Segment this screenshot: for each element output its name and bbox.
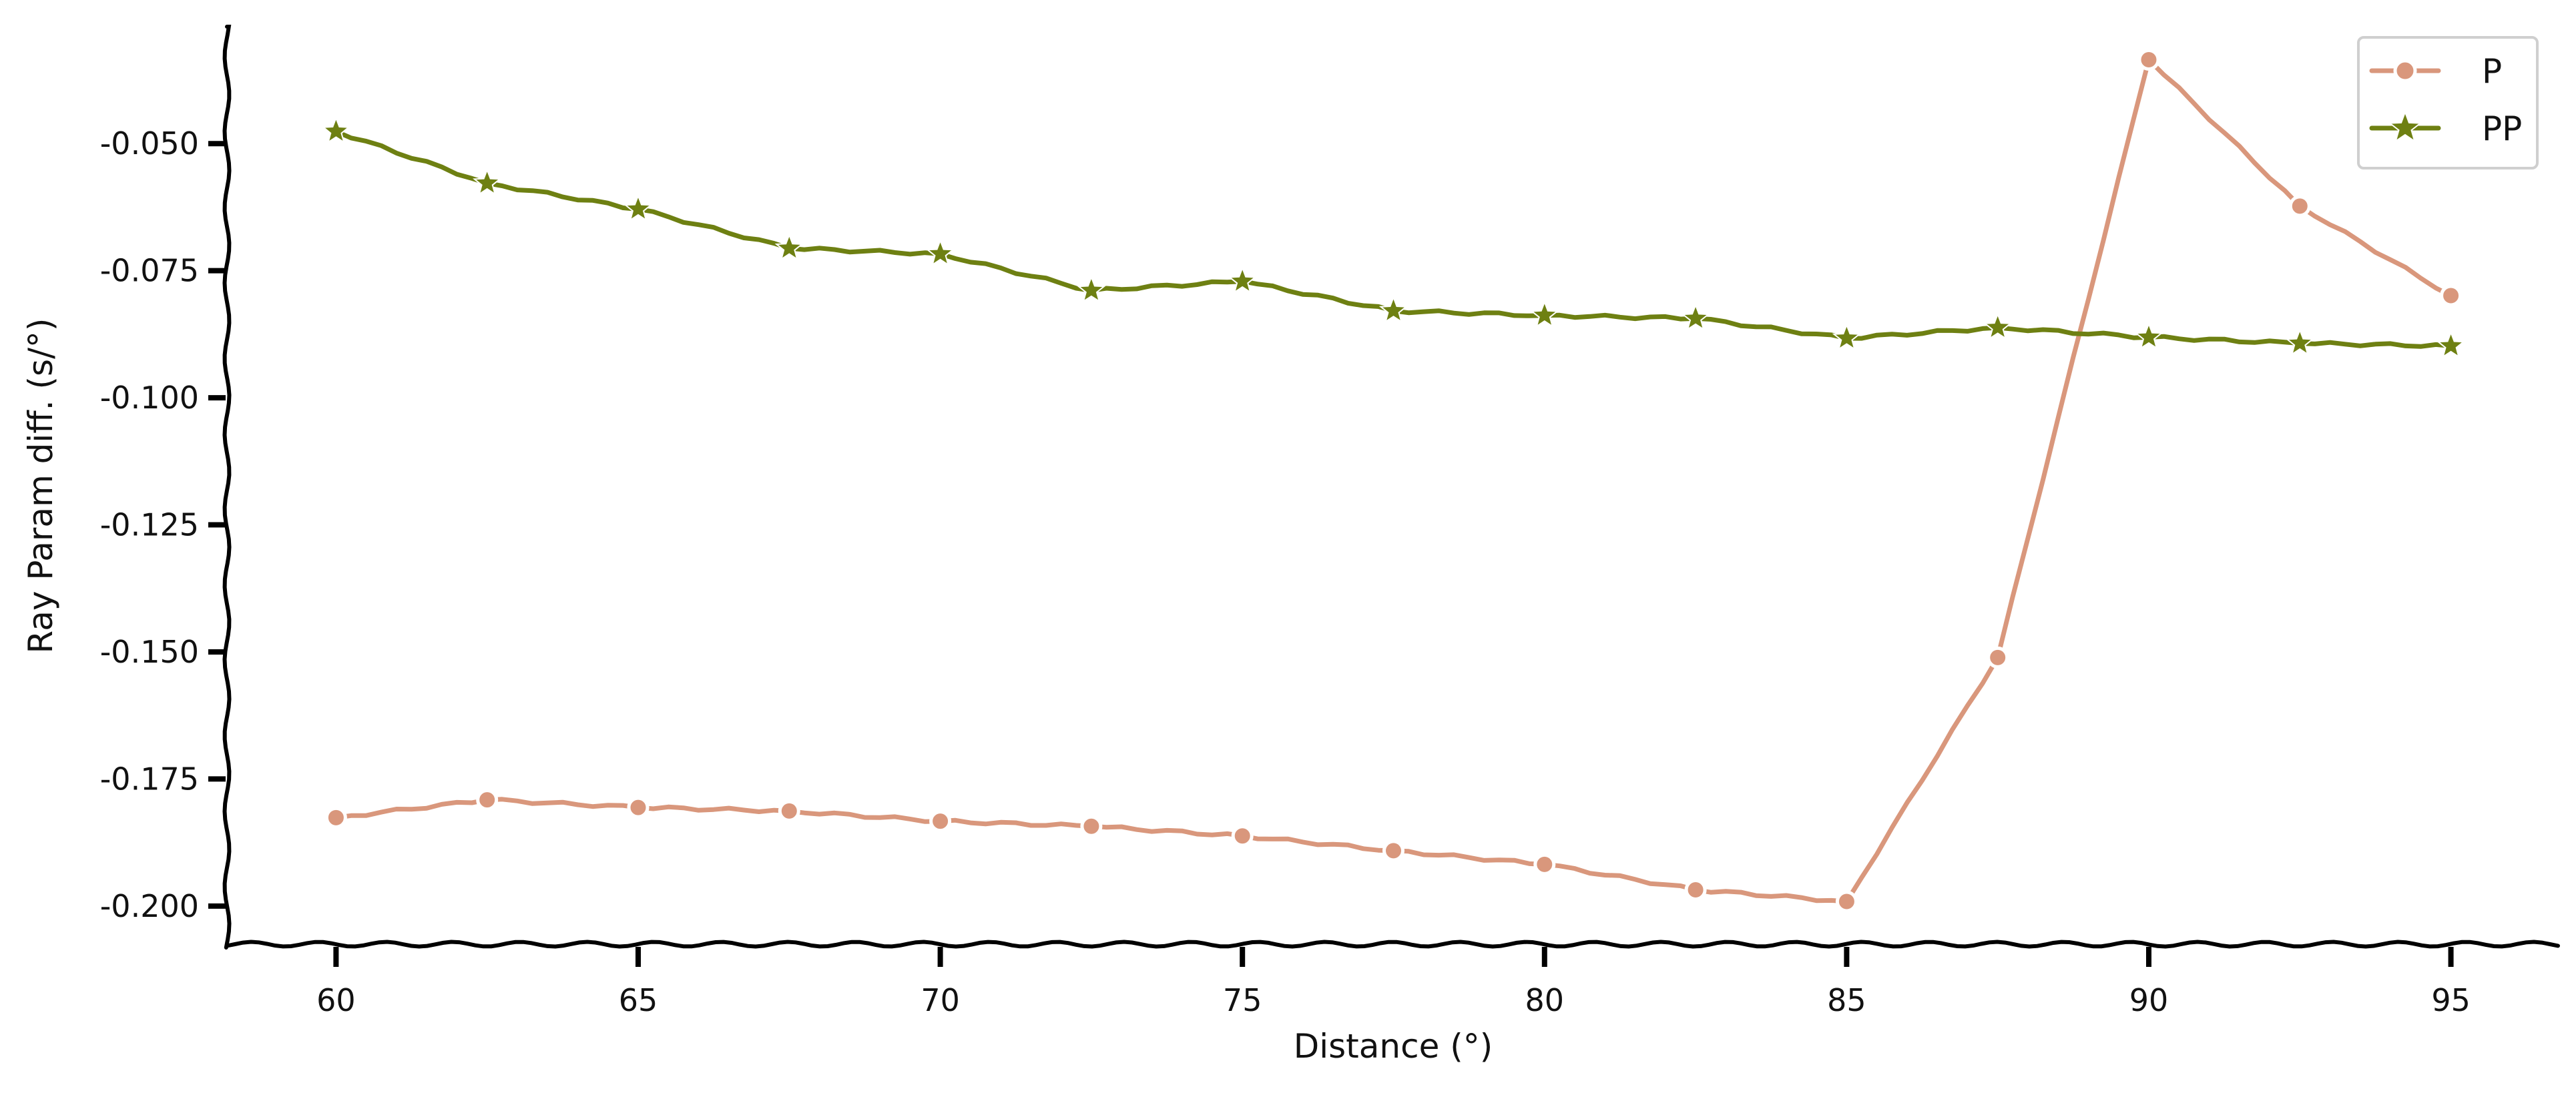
series-p-line xyxy=(333,57,2454,904)
y-tick-label: -0.150 xyxy=(100,634,199,670)
series-pp-point xyxy=(623,194,653,222)
y-tick-label: -0.075 xyxy=(100,253,199,289)
x-tick-label: 80 xyxy=(1525,982,1565,1018)
y-tick-label: -0.200 xyxy=(100,888,199,924)
legend-frame xyxy=(2357,36,2539,169)
x-axis-label: Distance (°) xyxy=(1294,1027,1493,1066)
legend-label-pp: PP xyxy=(2482,109,2522,148)
series-p-point xyxy=(1684,878,1707,901)
series-pp-point xyxy=(774,233,804,261)
series-p-point xyxy=(1987,646,2009,669)
series-p-point xyxy=(627,796,650,819)
series-pp-point xyxy=(2436,330,2466,358)
series-pp-point xyxy=(2134,322,2163,350)
legend: PPP xyxy=(2357,36,2539,169)
series-pp xyxy=(321,116,2466,358)
series-p-point xyxy=(2288,195,2311,218)
series-p-point xyxy=(1382,839,1404,862)
series-pp-point xyxy=(2285,328,2314,356)
x-tick-label: 60 xyxy=(316,982,356,1018)
series-pp-point xyxy=(925,238,955,266)
y-tick-label: -0.050 xyxy=(100,125,199,161)
x-tick-label: 95 xyxy=(2431,982,2471,1018)
x-axis-line xyxy=(225,940,2560,949)
y-axis-line xyxy=(222,25,232,950)
series-p-point xyxy=(2137,49,2160,71)
legend-items: PPP xyxy=(2369,52,2522,148)
series-p-point xyxy=(476,789,499,811)
series-p-point xyxy=(1835,890,1858,913)
series-p-point xyxy=(2440,284,2463,307)
legend-item-pp: PP xyxy=(2369,109,2522,148)
series-pp-point xyxy=(1077,275,1106,303)
y-axis-label: Ray Param diff. (s/°) xyxy=(21,318,60,654)
legend-swatch-marker xyxy=(2393,59,2417,83)
series-p-point xyxy=(1080,815,1103,837)
series-pp-point xyxy=(473,167,502,196)
series-p-point xyxy=(1231,825,1254,847)
series-pp-point xyxy=(1378,295,1408,324)
series-pp-point xyxy=(1530,300,1559,328)
series-pp-point xyxy=(1681,303,1710,331)
x-tick-label: 65 xyxy=(619,982,658,1018)
y-tick-label: -0.125 xyxy=(100,507,199,543)
series-pp-point xyxy=(1228,266,1257,294)
series-pp-point xyxy=(321,116,351,144)
y-tick-label: -0.175 xyxy=(100,761,199,797)
legend-swatch-marker xyxy=(2388,110,2422,143)
series-p-point xyxy=(324,806,347,829)
y-ticks: -0.050 -0.075 -0.100 -0.125 -0.150 -0.175 -0.2… xyxy=(100,125,226,924)
legend-label-p: P xyxy=(2482,52,2502,91)
x-ticks: 60 65 70 75 80 85 90 95 xyxy=(316,947,2471,1018)
x-tick-label: 85 xyxy=(1827,982,1866,1018)
y-tick-label: -0.100 xyxy=(100,380,199,416)
series-p xyxy=(324,49,2463,913)
x-tick-label: 70 xyxy=(921,982,960,1018)
x-tick-label: 75 xyxy=(1223,982,1262,1018)
axes: 60 65 70 75 80 85 90 95 -0.050 -0.075 -0.100 -0.12… xyxy=(21,25,2560,1066)
series-pp-point xyxy=(1983,312,2013,340)
series-p-point xyxy=(929,810,952,833)
series-p-point xyxy=(778,799,800,822)
series-pp-point xyxy=(1832,323,1862,351)
x-tick-label: 90 xyxy=(2129,982,2169,1018)
series-layer xyxy=(321,49,2466,913)
series-p-point xyxy=(1533,853,1556,875)
legend-item-p: P xyxy=(2369,52,2502,91)
